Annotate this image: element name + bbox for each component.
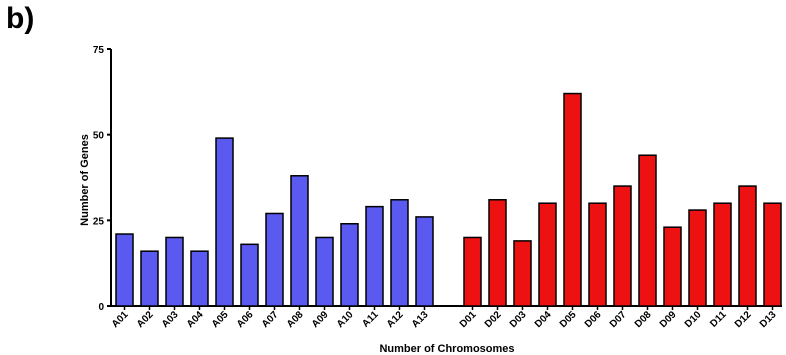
bar-A06 <box>240 243 259 307</box>
panel-label: b) <box>6 2 35 35</box>
x-tick-label-D07: D07 <box>608 309 629 330</box>
x-tick-label-A13: A13 <box>410 309 431 330</box>
x-tick-label-D04: D04 <box>533 309 554 330</box>
x-axis-title: Number of Chromosomes <box>379 343 514 355</box>
x-tick-label-A01: A01 <box>110 309 131 330</box>
x-tick-label-D03: D03 <box>508 309 529 330</box>
x-tick-label-A07: A07 <box>260 309 281 330</box>
bar-D09 <box>663 226 682 307</box>
bar-D01 <box>463 236 482 307</box>
bar-A12 <box>390 199 409 307</box>
bar-A05 <box>215 137 234 307</box>
x-tick-label-D11: D11 <box>708 309 729 330</box>
bar-D07 <box>613 185 632 307</box>
bar-A02 <box>140 250 159 307</box>
x-tick-label-D05: D05 <box>558 309 579 330</box>
bar-A13 <box>415 216 434 307</box>
x-tick-label-D06: D06 <box>583 309 604 330</box>
x-tick-label-A09: A09 <box>310 309 331 330</box>
x-tick-label-D09: D09 <box>658 309 679 330</box>
bar-A08 <box>290 175 309 307</box>
bar-D06 <box>588 202 607 307</box>
bar-A03 <box>165 236 184 307</box>
x-tick-label-A10: A10 <box>335 309 356 330</box>
x-tick-label-D13: D13 <box>758 309 779 330</box>
bar-D10 <box>688 209 707 307</box>
x-tick-label-D08: D08 <box>633 309 654 330</box>
x-tick-label-D02: D02 <box>483 309 504 330</box>
bar-D05 <box>563 92 582 307</box>
y-tick-label: 75 <box>93 45 105 56</box>
bar-D02 <box>488 199 507 307</box>
bar-A09 <box>315 236 334 307</box>
x-tick-label-A04: A04 <box>185 309 206 330</box>
bar-D13 <box>763 202 782 307</box>
x-tick-label-D10: D10 <box>683 309 704 330</box>
bar-D03 <box>513 240 532 307</box>
x-tick-label-A12: A12 <box>385 309 406 330</box>
y-tick-label: 0 <box>98 302 104 313</box>
x-tick-label-D01: D01 <box>458 309 479 330</box>
bar-A04 <box>190 250 209 307</box>
bar-A01 <box>115 233 134 307</box>
bar-D08 <box>638 154 657 307</box>
bar-A10 <box>340 223 359 307</box>
bar-D04 <box>538 202 557 307</box>
x-tick-label-A05: A05 <box>210 309 231 330</box>
y-axis-title: Number of Genes <box>79 134 91 226</box>
bar-A11 <box>365 205 384 307</box>
bars <box>115 92 782 307</box>
x-tick-label-D12: D12 <box>733 309 754 330</box>
bar-D12 <box>738 185 757 307</box>
y-tick-label: 25 <box>93 216 105 227</box>
bar-A07 <box>265 212 284 307</box>
bar-D11 <box>713 202 732 307</box>
x-tick-label-A02: A02 <box>135 309 156 330</box>
y-tick-label: 50 <box>93 131 105 142</box>
x-tick-label-A08: A08 <box>285 309 306 330</box>
x-tick-label-A06: A06 <box>235 309 256 330</box>
x-tick-label-A03: A03 <box>160 309 181 330</box>
x-tick-label-A11: A11 <box>360 309 381 330</box>
